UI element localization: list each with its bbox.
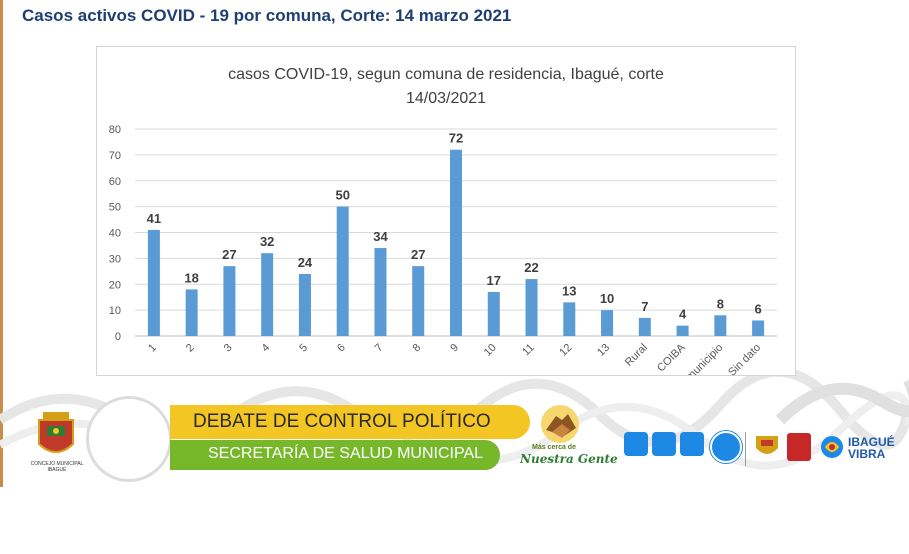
- value-label: 17: [487, 273, 501, 288]
- bar: [185, 289, 198, 336]
- concejo-caption: CONCEJO MUNICIPAL IBAGUÉ: [30, 461, 84, 473]
- x-tick-label: 7: [373, 342, 386, 355]
- certification-seal-icon: [652, 432, 676, 456]
- bar: [601, 310, 614, 336]
- value-label: 27: [411, 247, 425, 262]
- x-tick-label: 2: [184, 342, 197, 355]
- bars: [147, 149, 765, 336]
- value-label: 72: [449, 131, 463, 146]
- page-title: Casos activos COVID - 19 por comuna, Cor…: [22, 6, 512, 25]
- bar: [563, 302, 576, 336]
- chart-title-line1: casos COVID-19, segun comuna de residenc…: [228, 66, 664, 83]
- certification-round-seal-icon: [710, 431, 742, 463]
- value-labels: 41 18 27 32 24 50 34 27 72 17 22 13 10 7 4 8 6: [147, 131, 762, 322]
- y-axis-ticks: 0 10 20 30 40 50 60 70 80: [109, 124, 121, 343]
- x-tick-label: 4: [259, 342, 272, 355]
- bar: [714, 315, 727, 336]
- bar: [223, 266, 236, 336]
- bar: [450, 149, 462, 336]
- value-label: 41: [147, 211, 161, 226]
- bar: [261, 253, 274, 336]
- banner-green: [170, 440, 500, 470]
- x-tick-label: COIBA: [655, 341, 688, 374]
- x-tick-label: 10: [482, 342, 499, 359]
- bar: [336, 206, 349, 336]
- bar: [147, 229, 160, 336]
- brand-line1: IBAGUÉ: [848, 435, 895, 449]
- value-label: 4: [679, 307, 687, 322]
- value-label: 13: [562, 283, 576, 298]
- x-tick-label: 3: [222, 342, 235, 355]
- x-tick-label: 8: [411, 342, 424, 355]
- slogan-small: Más cerca de: [532, 444, 576, 451]
- certification-seal-icon: [680, 432, 704, 456]
- value-label: 34: [373, 229, 388, 244]
- value-label: 10: [600, 291, 614, 306]
- x-tick-label: 11: [520, 342, 537, 359]
- x-tick-label: Rural: [623, 342, 650, 369]
- y-tick-label: 40: [109, 228, 121, 240]
- ibague-vibra-wordmark: IBAGUÉ VIBRA: [848, 436, 895, 460]
- concejo-crest-logo: [38, 412, 74, 453]
- value-label: 6: [755, 301, 762, 316]
- y-tick-label: 60: [109, 176, 121, 188]
- y-tick-label: 50: [109, 202, 121, 214]
- value-label: 18: [184, 270, 198, 285]
- chart-card: casos COVID-19, segun comuna de residenc…: [96, 46, 796, 376]
- y-tick-label: 10: [109, 305, 121, 317]
- bar: [525, 279, 538, 336]
- left-edge-line: [0, 0, 3, 487]
- y-tick-label: 20: [109, 279, 121, 291]
- slogan-big: Nuestra Gente: [520, 452, 618, 466]
- value-label: 27: [222, 247, 236, 262]
- logo-separator: [745, 432, 746, 466]
- x-tick-label: 6: [335, 342, 348, 355]
- ibague-vibra-icon: [821, 436, 843, 458]
- bar: [638, 317, 651, 336]
- x-tick-label: 13: [595, 342, 612, 359]
- bar: [676, 325, 689, 336]
- value-label: 24: [298, 255, 313, 270]
- value-label: 7: [641, 299, 648, 314]
- slide-frame: Casos activos COVID - 19 por comuna, Cor…: [0, 0, 909, 487]
- value-label: 50: [335, 188, 349, 203]
- banner-subtitle: SECRETARÍA DE SALUD MUNICIPAL: [208, 445, 484, 462]
- video-circle: [86, 396, 172, 482]
- bar: [412, 266, 425, 336]
- x-tick-label: 5: [297, 342, 310, 355]
- ibague-crest-logo: [756, 436, 778, 454]
- value-label: 8: [717, 296, 724, 311]
- value-label: 22: [524, 260, 538, 275]
- y-tick-label: 0: [115, 331, 121, 343]
- value-label: 32: [260, 234, 274, 249]
- chart-title-line2: 14/03/2021: [406, 90, 486, 107]
- y-tick-label: 70: [109, 150, 121, 162]
- banner-yellow: [170, 405, 530, 439]
- certification-seal-icon: [624, 432, 648, 456]
- bar: [298, 273, 311, 336]
- handshake-icon: [541, 405, 579, 443]
- brand-line2: VIBRA: [848, 447, 886, 461]
- bar: [487, 292, 500, 336]
- x-tick-label: 9: [448, 342, 461, 355]
- y-tick-label: 30: [109, 253, 121, 265]
- bar-chart: casos COVID-19, segun comuna de residenc…: [109, 66, 777, 375]
- x-tick-label: Sin dato: [726, 342, 763, 375]
- banner-title: DEBATE DE CONTROL POLÍTICO: [193, 411, 491, 432]
- x-tick-label: 12: [557, 342, 574, 359]
- red-emblem-logo: [787, 433, 811, 461]
- y-tick-label: 80: [109, 124, 121, 136]
- x-tick-label: 1: [146, 342, 159, 355]
- bar: [752, 320, 765, 336]
- bar: [374, 248, 387, 336]
